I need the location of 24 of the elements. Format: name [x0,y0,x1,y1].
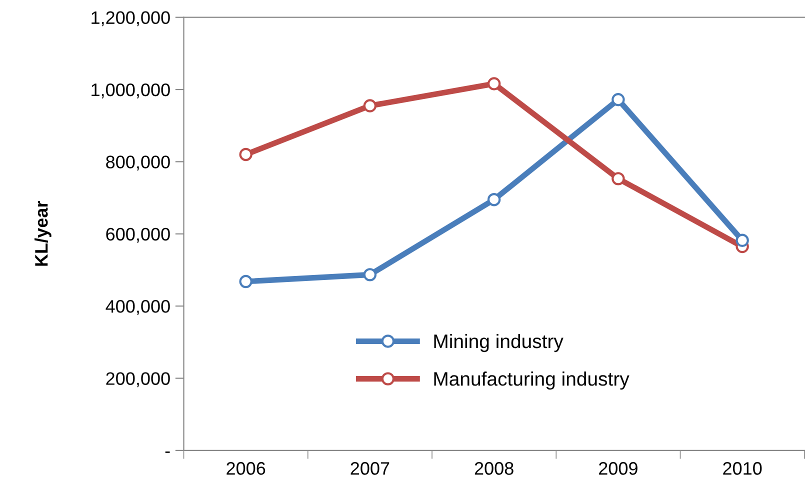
legend-label: Mining industry [434,334,564,352]
point [612,172,625,186]
point [363,268,377,282]
x-tick-label: 2008 [474,462,514,475]
y-tick-label: - [165,451,170,453]
x-tick-label: 2006 [226,462,266,475]
point [487,77,501,90]
y-tick-label: 600,000 [106,228,170,243]
point [239,274,252,288]
legend-label: Manufacturing industry [434,372,630,390]
y-tick-label: 1,000,000 [92,83,170,98]
point [612,93,625,106]
y-tick-label: 1,200,000 [92,11,170,26]
x-tick-label: 2010 [723,462,762,475]
y-axis-title: KL/year [34,201,52,266]
point [363,99,377,112]
point [239,148,252,162]
y-tick-label: 200,000 [106,372,170,388]
y-tick-label: 400,000 [106,300,170,315]
x-tick-label: 2007 [350,462,390,475]
point [487,193,501,206]
x-tick-label: 2009 [599,462,638,475]
y-tick-label: 800,000 [106,156,170,171]
point [736,234,749,247]
